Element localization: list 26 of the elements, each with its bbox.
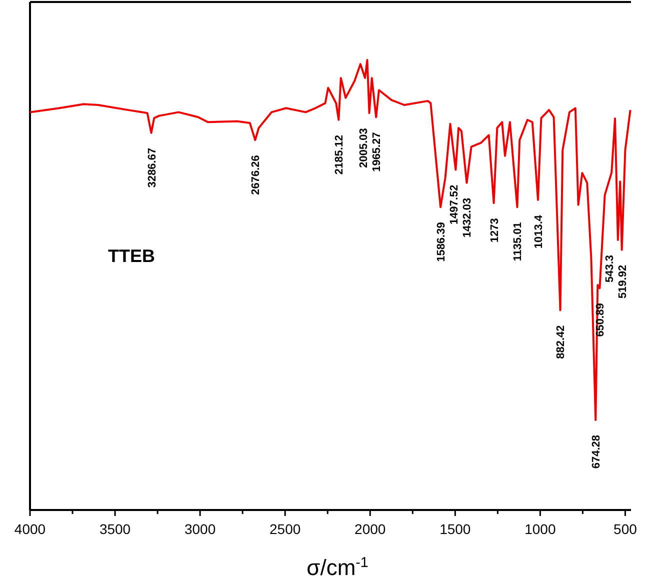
annotation: 3286.67	[146, 148, 158, 188]
annotation: 1273	[488, 218, 501, 243]
annotation: 674.28	[590, 435, 603, 469]
annotation: 1586.39	[435, 222, 448, 262]
x-tick-label: 3000	[184, 521, 216, 537]
annotation: 543.3	[604, 255, 616, 283]
x-tick-label: 2500	[270, 521, 301, 537]
annotation: 1432.03	[462, 198, 474, 238]
annotation: 1013.4	[532, 214, 545, 249]
annotation: 882.42	[555, 325, 568, 359]
x-tick-label: 4000	[14, 521, 46, 537]
annotation: 1965.27	[371, 132, 384, 172]
annotation: 650.89	[594, 303, 607, 337]
text: TTEB	[108, 246, 155, 266]
annotation: 519.92	[616, 264, 629, 299]
annotation: 2005.03	[358, 128, 370, 168]
x-axis-title: σ/cm$^{-1}$	[306, 555, 368, 580]
x-tick-label: 1500	[440, 521, 471, 537]
x-tick-label: 3500	[99, 521, 131, 537]
x-tick-label: 2000	[354, 521, 386, 537]
annotation: 2676.26	[250, 155, 262, 195]
annotation: 1135.01	[512, 222, 524, 262]
annotation: 2185.12	[334, 134, 346, 175]
annotation: 1497.52	[448, 184, 461, 225]
x-tick-label: 500	[614, 521, 638, 537]
x-tick-label: 1000	[524, 521, 556, 537]
